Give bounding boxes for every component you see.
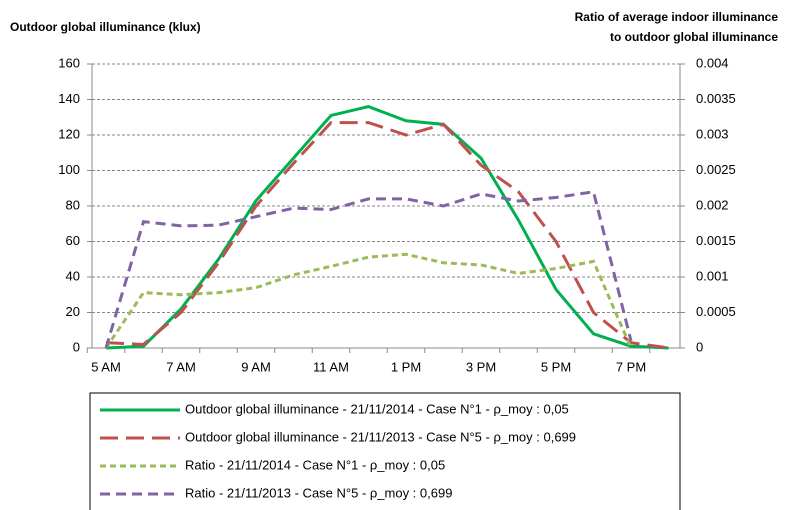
y2-tick-label: 0.001 [696, 268, 729, 283]
y-tick-label: 60 [66, 233, 80, 248]
series-line [104, 190, 633, 349]
y2-title: Ratio of average indoor illuminance [575, 10, 779, 24]
y2-tick-label: 0.0025 [696, 162, 736, 177]
legend-label: Ratio - 21/11/2013 - Case N°5 - ρ_moy : … [185, 485, 452, 500]
x-tick-label: 5 PM [541, 359, 571, 374]
y2-tick-label: 0.003 [696, 126, 729, 141]
series-line [105, 105, 669, 350]
legend-label: Outdoor global illuminance - 21/11/2013 … [185, 429, 576, 444]
y-tick-label: 80 [66, 197, 80, 212]
x-tick-label: 1 PM [391, 359, 421, 374]
series-line [105, 121, 669, 350]
y-tick-label: 100 [58, 162, 80, 177]
series-line [104, 252, 633, 349]
y-tick-label: 40 [66, 268, 80, 283]
y-tick-label: 0 [73, 339, 80, 354]
y2-tick-label: 0.0035 [696, 91, 736, 106]
x-tick-label: 7 AM [166, 359, 196, 374]
y2-title: to outdoor global illuminance [610, 30, 778, 44]
y-tick-label: 20 [66, 304, 80, 319]
x-tick-label: 5 AM [91, 359, 121, 374]
y2-tick-label: 0.004 [696, 55, 729, 70]
x-tick-label: 3 PM [466, 359, 496, 374]
legend-box [89, 392, 681, 510]
y-tick-label: 140 [58, 91, 80, 106]
y2-tick-label: 0.0005 [696, 304, 736, 319]
y-tick-label: 120 [58, 126, 80, 141]
y2-tick-label: 0.0015 [696, 233, 736, 248]
y2-tick-label: 0.002 [696, 197, 729, 212]
x-tick-label: 11 AM [313, 359, 349, 374]
y2-tick-label: 0 [696, 339, 703, 354]
y-tick-label: 160 [58, 55, 80, 70]
x-tick-label: 9 AM [241, 359, 271, 374]
legend-label: Outdoor global illuminance - 21/11/2014 … [185, 401, 569, 416]
x-tick-label: 7 PM [616, 359, 646, 374]
y-title: Outdoor global illuminance (klux) [10, 20, 201, 34]
legend-label: Ratio - 21/11/2014 - Case N°1 - ρ_moy : … [185, 457, 445, 472]
